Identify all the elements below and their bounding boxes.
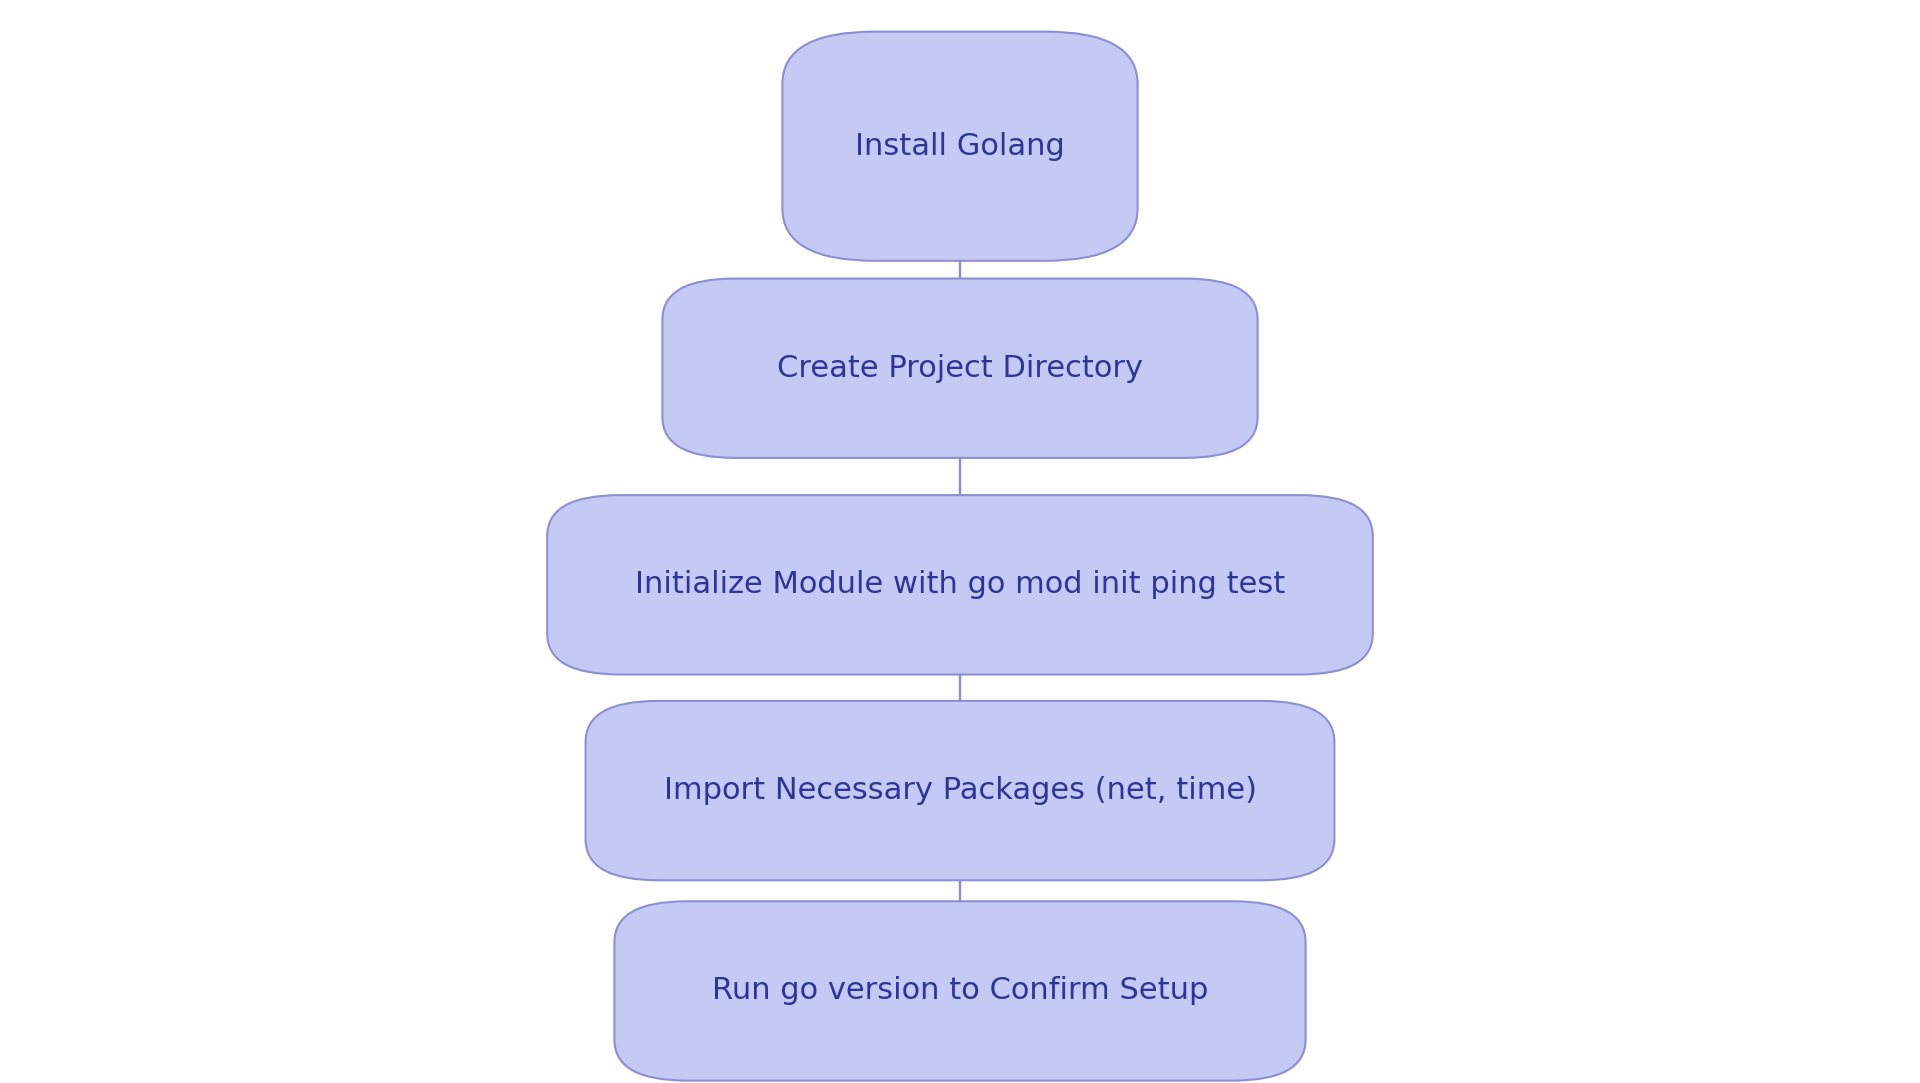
Text: Create Project Directory: Create Project Directory bbox=[778, 354, 1142, 382]
Text: Install Golang: Install Golang bbox=[854, 132, 1066, 160]
FancyBboxPatch shape bbox=[783, 31, 1137, 261]
FancyBboxPatch shape bbox=[547, 495, 1373, 675]
FancyBboxPatch shape bbox=[614, 901, 1306, 1081]
Text: Import Necessary Packages (net, time): Import Necessary Packages (net, time) bbox=[664, 777, 1256, 805]
FancyBboxPatch shape bbox=[586, 701, 1334, 880]
Text: Initialize Module with go mod init ping test: Initialize Module with go mod init ping … bbox=[636, 571, 1284, 599]
FancyBboxPatch shape bbox=[662, 278, 1258, 458]
Text: Run go version to Confirm Setup: Run go version to Confirm Setup bbox=[712, 977, 1208, 1005]
